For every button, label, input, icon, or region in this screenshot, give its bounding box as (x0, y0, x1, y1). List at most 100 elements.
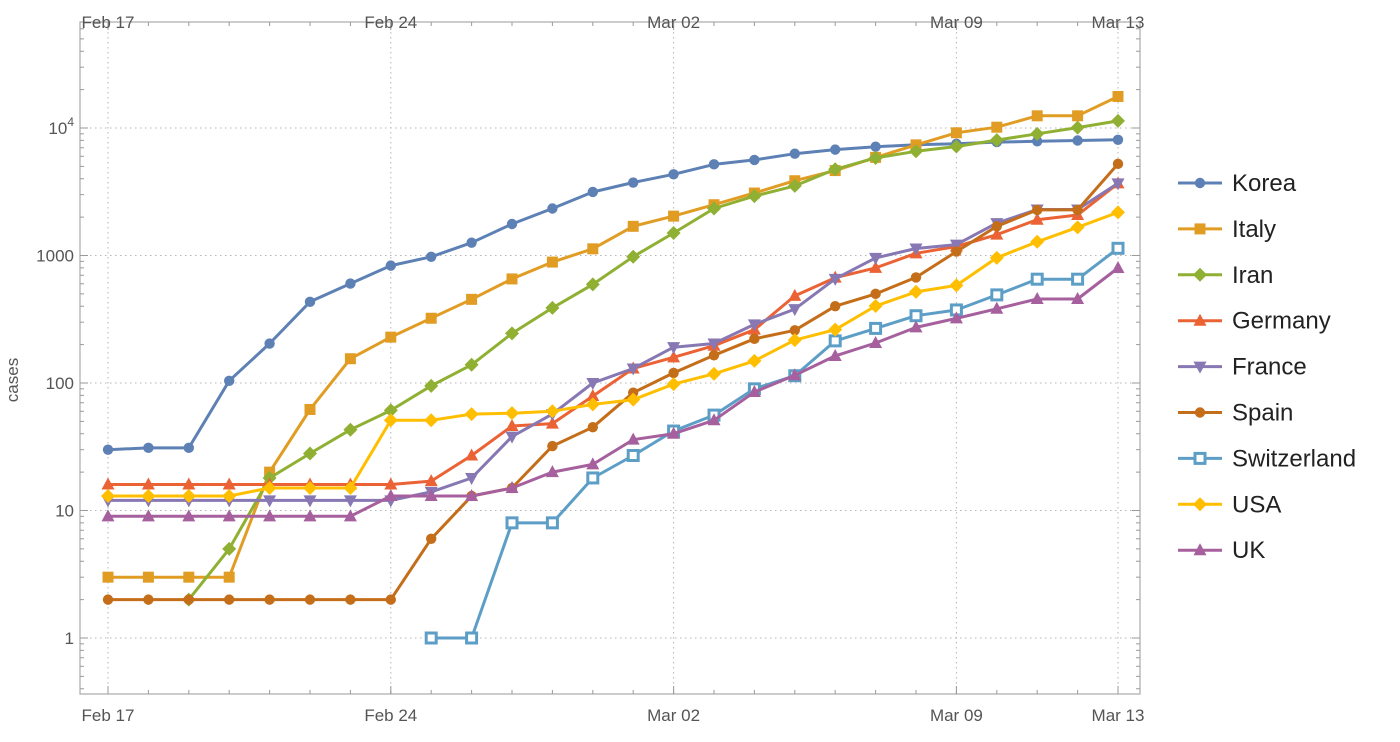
data-point-france (707, 338, 721, 351)
series-line-germany (108, 182, 1119, 486)
data-point-spain (385, 594, 396, 605)
data-point-korea (749, 154, 760, 166)
legend-swatch-marker (1193, 361, 1207, 374)
data-point-france (747, 319, 761, 332)
data-point-usa (747, 353, 762, 368)
data-point-iran (1070, 120, 1085, 135)
data-point-korea (183, 442, 194, 454)
legend-swatch-marker (1193, 497, 1207, 512)
data-point-italy (950, 127, 962, 139)
data-point-uk (303, 509, 317, 522)
data-point-france (949, 239, 963, 252)
data-point-italy (223, 571, 235, 583)
data-point-iran (383, 403, 398, 418)
data-point-iran (343, 422, 358, 437)
data-point-germany (990, 227, 1004, 240)
legend-swatch-marker (1193, 267, 1207, 282)
data-point-switzerland (586, 471, 600, 485)
data-point-france (586, 378, 600, 390)
data-point-usa (949, 278, 964, 293)
data-point-korea (466, 237, 477, 248)
data-point-usa (787, 333, 802, 348)
series-korea (102, 134, 1124, 455)
data-point-korea (708, 159, 720, 170)
data-point-italy (142, 571, 154, 583)
data-point-iran (949, 139, 964, 154)
data-point-korea (1112, 134, 1124, 145)
legend-swatch-marker (1193, 451, 1207, 465)
data-point-spain (668, 367, 679, 379)
data-point-spain (102, 594, 114, 605)
data-point-uk (990, 301, 1004, 314)
data-point-uk (343, 509, 357, 522)
data-point-switzerland (626, 449, 640, 463)
legend-label: Italy (1232, 216, 1276, 243)
data-point-usa (1030, 234, 1045, 249)
series-line-korea (107, 138, 1119, 452)
data-point-uk (505, 481, 519, 494)
data-point-italy (385, 331, 397, 343)
data-point-iran (909, 144, 923, 159)
series-italy (102, 91, 1124, 583)
legend-swatch-marker (1194, 223, 1206, 235)
data-point-italy (668, 210, 680, 222)
series-iran (181, 113, 1125, 607)
data-point-germany (586, 389, 600, 402)
data-point-korea (264, 338, 275, 349)
data-point-switzerland (505, 516, 519, 530)
data-point-italy (102, 571, 114, 583)
data-point-usa (909, 284, 923, 299)
data-point-france (788, 304, 802, 317)
legend-item-usa: USA (1178, 491, 1281, 518)
y-axis: 1 10 100 1000 104 (36, 28, 1140, 690)
data-point-iran (1111, 113, 1125, 128)
data-point-germany (667, 350, 681, 363)
series-line-italy (108, 95, 1119, 579)
data-point-usa (141, 488, 156, 503)
data-point-iran (1030, 126, 1045, 141)
data-point-iran (303, 446, 317, 461)
y-tick-label: 104 (48, 115, 74, 138)
data-point-korea (789, 148, 800, 159)
data-point-france (828, 273, 842, 286)
y-tick-label: 1 (65, 629, 74, 648)
data-point-iran (545, 300, 560, 315)
data-point-switzerland (465, 631, 479, 645)
data-point-spain (870, 288, 881, 300)
data-point-korea (1072, 135, 1083, 146)
data-point-usa (1070, 220, 1085, 235)
data-point-usa (989, 250, 1004, 265)
data-point-spain (143, 594, 154, 605)
data-point-france (303, 495, 317, 508)
data-point-iran (747, 189, 762, 204)
data-point-switzerland (1111, 241, 1125, 255)
legend-label: USA (1232, 491, 1281, 518)
x-tick-label: Feb 24 (364, 706, 417, 725)
data-point-iran (505, 326, 519, 341)
data-point-germany (788, 288, 802, 301)
data-point-spain (1032, 204, 1043, 216)
legend-label: Spain (1232, 400, 1293, 427)
data-point-iran (626, 249, 641, 264)
data-point-italy (1031, 110, 1043, 122)
legend-item-germany: Germany (1178, 308, 1331, 335)
series-line-uk (108, 266, 1119, 518)
legend-item-korea: Korea (1178, 170, 1297, 197)
y-tick-label: 1000 (36, 247, 74, 266)
data-point-switzerland (545, 516, 559, 530)
series-line-spain (108, 162, 1120, 602)
data-point-spain (426, 533, 437, 544)
data-point-spain (1112, 158, 1124, 170)
plot-frame (79, 21, 1141, 695)
data-point-spain (991, 221, 1002, 232)
data-point-korea (547, 203, 558, 214)
legend-swatch-marker (1194, 177, 1206, 189)
series-layer (101, 91, 1125, 645)
data-point-spain (830, 301, 841, 312)
data-point-korea (426, 251, 437, 262)
series-usa (101, 205, 1125, 503)
data-point-uk (545, 465, 559, 478)
legend-item-uk: UK (1178, 537, 1265, 564)
data-point-korea (668, 169, 679, 180)
